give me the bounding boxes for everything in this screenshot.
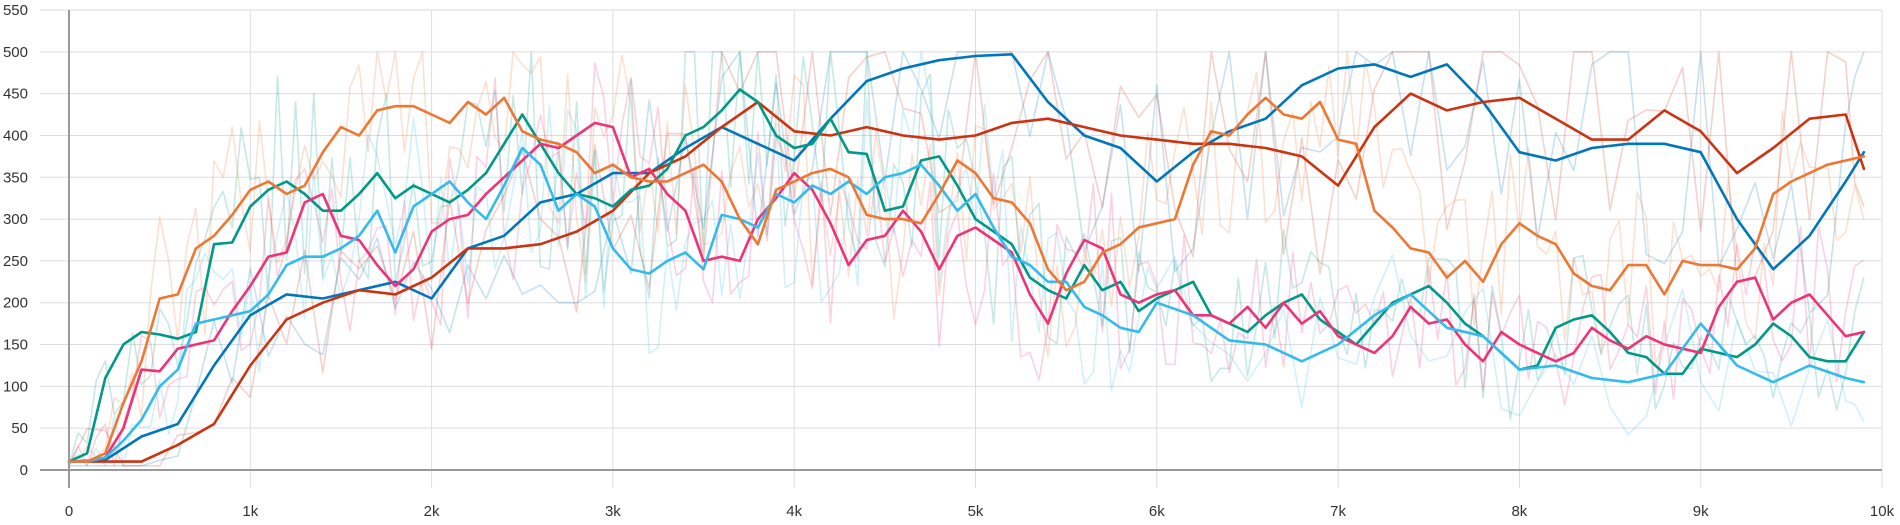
series-3-raw-line [68, 50, 1865, 467]
axis-layer: 0 50 100 150 200 250 300 350 400 450 500 550 0 1k 2k 3k… [3, 2, 1895, 520]
series-6-line [67, 96, 1866, 463]
series-2-line [67, 92, 1866, 463]
y-tick-label: 550 [3, 2, 28, 19]
series-5-raw-line [68, 50, 1865, 467]
x-tick-label: 4k [786, 503, 802, 520]
y-tick-label: 50 [11, 420, 28, 437]
grid-layer [40, 9, 1883, 488]
y-tick-label: 500 [3, 44, 28, 61]
y-tick-label: 150 [3, 337, 28, 354]
series-1-line [67, 52, 1866, 463]
x-tick-label: 1k [242, 503, 258, 520]
x-tick-label: 5k [968, 503, 984, 520]
x-tick-label: 7k [1330, 503, 1346, 520]
series-6-raw-line [68, 50, 1865, 464]
raw-series-layer [68, 50, 1865, 467]
series-1-raw-line [69, 50, 1865, 467]
y-tick-label: 350 [3, 169, 28, 186]
x-tick-label: 3k [605, 503, 621, 520]
y-tick-label: 300 [3, 211, 28, 228]
smoothed-series-layer [67, 52, 1866, 463]
x-tick-label: 10k [1870, 503, 1895, 520]
x-tick-label: 6k [1149, 503, 1165, 520]
y-tick-label: 0 [20, 462, 28, 479]
x-tick-label: 9k [1693, 503, 1709, 520]
series-2-raw-line [68, 50, 1865, 467]
series-5-line [67, 146, 1866, 463]
x-tick-label: 0 [65, 503, 73, 520]
y-tick-label: 100 [3, 378, 28, 395]
series-4-line [67, 121, 1866, 463]
y-tick-label: 450 [3, 86, 28, 103]
x-tick-label: 2k [424, 503, 440, 520]
y-tick-label: 400 [3, 127, 28, 144]
x-tick-label: 8k [1511, 503, 1527, 520]
y-tick-label: 200 [3, 295, 28, 312]
y-tick-label: 250 [3, 253, 28, 270]
